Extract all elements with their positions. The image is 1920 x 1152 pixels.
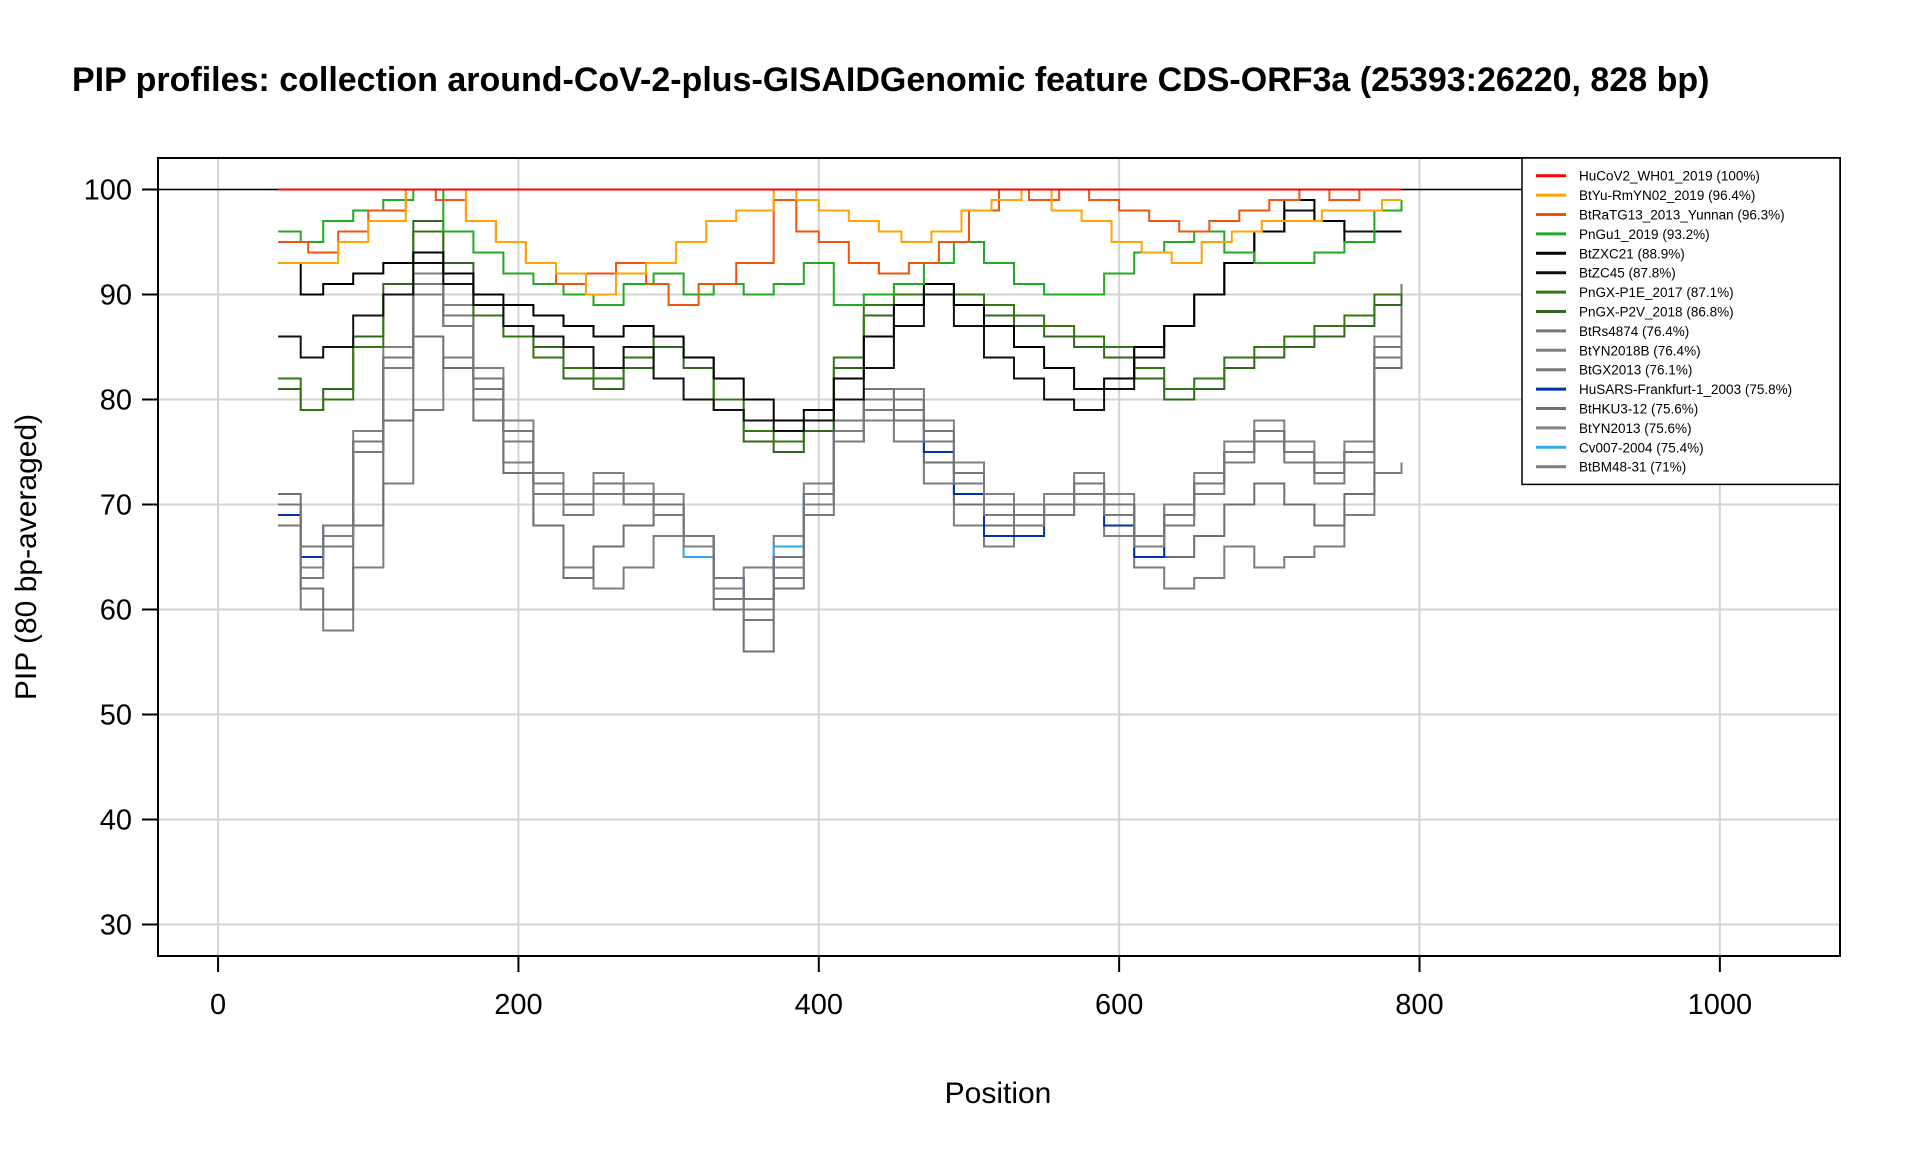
y-axis-label: PIP (80 bp-averaged) [10,414,43,700]
y-tick-label: 80 [100,385,132,417]
x-tick-label: 0 [210,989,226,1021]
y-tick-label: 60 [100,595,132,627]
legend-label: BtRaTG13_2013_Yunnan (96.3%) [1579,208,1785,223]
legend-label: Cv007-2004 (75.4%) [1579,440,1704,455]
series-line-4 [278,199,1402,422]
legend-label: BtYN2013 (75.6%) [1579,421,1692,436]
series-line-5 [278,209,1402,432]
legend: HuCoV2_WH01_2019 (100%) BtYu-RmYN02_2019 … [1521,157,1841,486]
axes: 0 200 400 600 800 1000 30 40 50 60 70 80 90 100 [84,175,1753,1022]
legend-label: BtGX2013 (76.1%) [1579,363,1692,378]
y-tick-label: 90 [100,280,132,312]
legend-label: BtHKU3-12 (75.6%) [1579,402,1698,417]
legend-label: PnGX-P1E_2017 (87.1%) [1579,285,1734,300]
x-tick-label: 600 [1095,989,1143,1021]
legend-label: HuCoV2_WH01_2019 (100%) [1579,169,1760,184]
series-lines [278,188,1403,653]
series-line-7 [278,220,1403,453]
y-tick-label: 70 [100,490,132,522]
legend-label: BtZXC21 (88.9%) [1579,246,1685,261]
legend-label: BtYu-RmYN02_2019 (96.4%) [1579,188,1755,203]
chart-title: PIP profiles: collection around-CoV-2-pl… [72,61,1709,99]
x-tick-label: 200 [494,989,542,1021]
legend-label: BtYN2018B (76.4%) [1579,343,1701,358]
series-line-14 [278,284,1403,611]
legend-box [1521,157,1841,486]
series-line-15 [278,356,1403,632]
legend-label: BtRs4874 (76.4%) [1579,324,1689,339]
plot-frame [157,157,1841,957]
series-line-10 [278,293,1403,621]
y-tick-label: 100 [84,175,132,207]
y-tick-label: 40 [100,805,132,837]
series-line-1 [278,188,1402,296]
series-line-3 [278,188,1403,306]
legend-label: HuSARS-Frankfurt-1_2003 (75.8%) [1579,382,1792,397]
x-tick-label: 1000 [1688,989,1753,1021]
x-tick-label: 800 [1395,989,1443,1021]
y-tick-label: 30 [100,910,132,942]
legend-label: BtZC45 (87.8%) [1579,266,1676,281]
legend-label: BtBM48-31 (71%) [1579,460,1686,475]
x-axis-label: Position [945,1077,1052,1110]
x-tick-label: 400 [795,989,843,1021]
legend-label: PnGu1_2019 (93.2%) [1579,227,1710,242]
legend-label: PnGX-P2V_2018 (86.8%) [1579,305,1734,320]
y-tick-label: 50 [100,700,132,732]
series-line-2 [278,188,1402,306]
